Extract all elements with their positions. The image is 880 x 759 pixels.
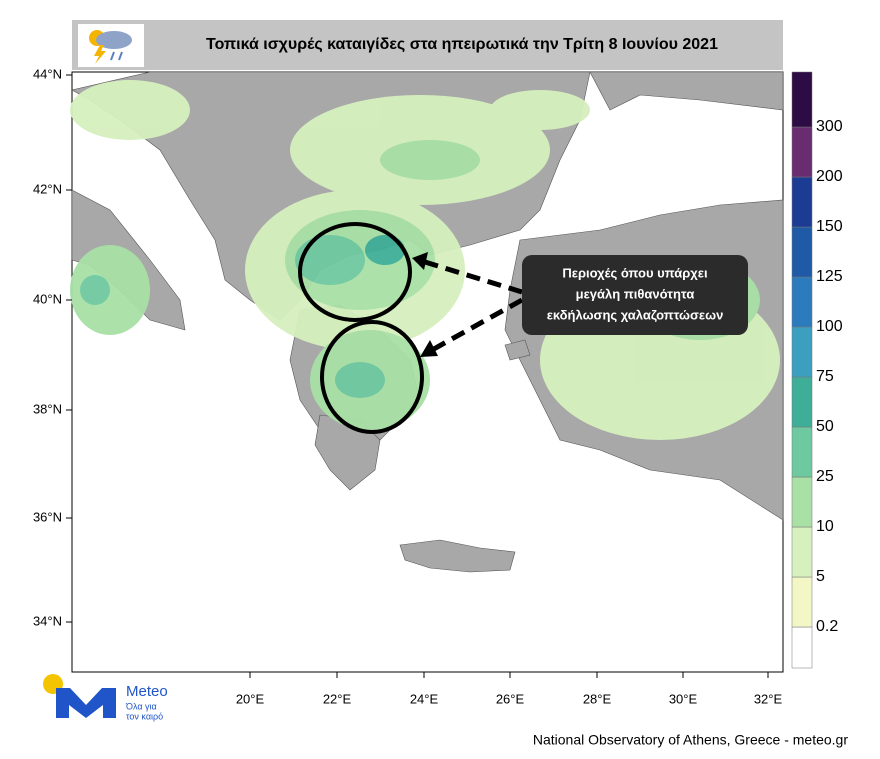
colorbar-label: 150: [816, 218, 843, 235]
logo-name: Meteo: [126, 683, 168, 700]
colorbar: 0.2 5 10 25 50 75 100 125 150 200 300: [791, 71, 843, 669]
colorbar-swatch: [791, 426, 813, 478]
logo-tagline: Όλα για: [125, 701, 157, 711]
colorbar-swatch: [791, 526, 813, 578]
title: Τοπικά ισχυρές καταιγίδες στα ηπειρωτικά…: [206, 36, 718, 53]
colorbar-label: 5: [816, 568, 825, 585]
colorbar-label: 75: [816, 368, 834, 385]
lon-label: 20°E: [236, 691, 265, 706]
lon-label: 22°E: [323, 691, 352, 706]
lat-label: 34°N: [33, 613, 62, 628]
hail-area-south: [320, 320, 424, 434]
colorbar-label: 25: [816, 468, 834, 485]
colorbar-swatch: [791, 376, 813, 428]
annotation-line: Περιοχές όπου υπάρχει: [562, 265, 708, 280]
precipitation: [70, 80, 780, 440]
annotation-line: μεγάλη πιθανότητα: [576, 286, 695, 301]
title-bar: [72, 20, 783, 70]
lon-label: 26°E: [496, 691, 525, 706]
weather-icon: [89, 30, 132, 64]
hail-area-north: [298, 222, 412, 322]
colorbar-label: 200: [816, 168, 843, 185]
colorbar-swatch: [791, 576, 813, 628]
colorbar-swatch: [791, 176, 813, 228]
colorbar-label: 100: [816, 318, 843, 335]
arrows: [424, 259, 524, 353]
colorbar-label: 125: [816, 268, 843, 285]
lat-label: 44°N: [33, 66, 62, 81]
colorbar-swatch: [791, 326, 813, 378]
lon-label: 28°E: [583, 691, 612, 706]
annotation-box: [522, 255, 748, 335]
colorbar-label: 0.2: [816, 618, 838, 635]
colorbar-label: 10: [816, 518, 834, 535]
colorbar-swatch: [791, 476, 813, 528]
colorbar-swatch: [791, 226, 813, 278]
colorbar-swatch: [791, 71, 813, 128]
lon-label: 32°E: [754, 691, 783, 706]
lat-label: 36°N: [33, 509, 62, 524]
colorbar-label: 300: [816, 118, 843, 135]
map: Περιοχές όπου υπάρχει μεγάλη πιθανότητα …: [70, 71, 784, 673]
colorbar-swatch: [791, 126, 813, 178]
logo: Meteo Όλα για τον καιρό: [43, 674, 168, 721]
lat-label: 42°N: [33, 181, 62, 196]
arrow-head: [420, 340, 438, 357]
footer: National Observatory of Athens, Greece -…: [533, 732, 848, 748]
axes: 44°N 42°N 40°N 38°N 36°N 34°N 20°E 22°E 24°E 26°E…: [33, 66, 783, 706]
colorbar-swatch: [791, 626, 813, 669]
colorbar-label: 50: [816, 418, 834, 435]
lon-label: 24°E: [410, 691, 439, 706]
lat-label: 38°N: [33, 401, 62, 416]
lat-label: 40°N: [33, 291, 62, 306]
annotation-line: εκδήλωσης χαλαζοπτώσεων: [547, 307, 724, 322]
lon-label: 30°E: [669, 691, 698, 706]
colorbar-swatch: [791, 276, 813, 328]
logo-tagline: τον καιρό: [126, 711, 163, 721]
arrow-head: [412, 252, 428, 270]
